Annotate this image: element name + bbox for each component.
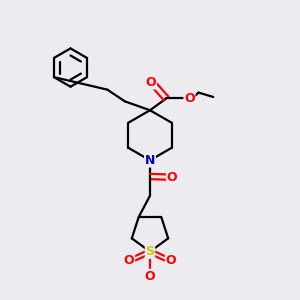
Text: O: O [184, 92, 195, 105]
Text: O: O [124, 254, 134, 267]
Text: O: O [146, 76, 156, 89]
Text: O: O [167, 171, 177, 184]
Text: O: O [166, 254, 176, 267]
Text: S: S [146, 245, 154, 258]
Text: O: O [145, 269, 155, 283]
Text: N: N [145, 154, 155, 167]
